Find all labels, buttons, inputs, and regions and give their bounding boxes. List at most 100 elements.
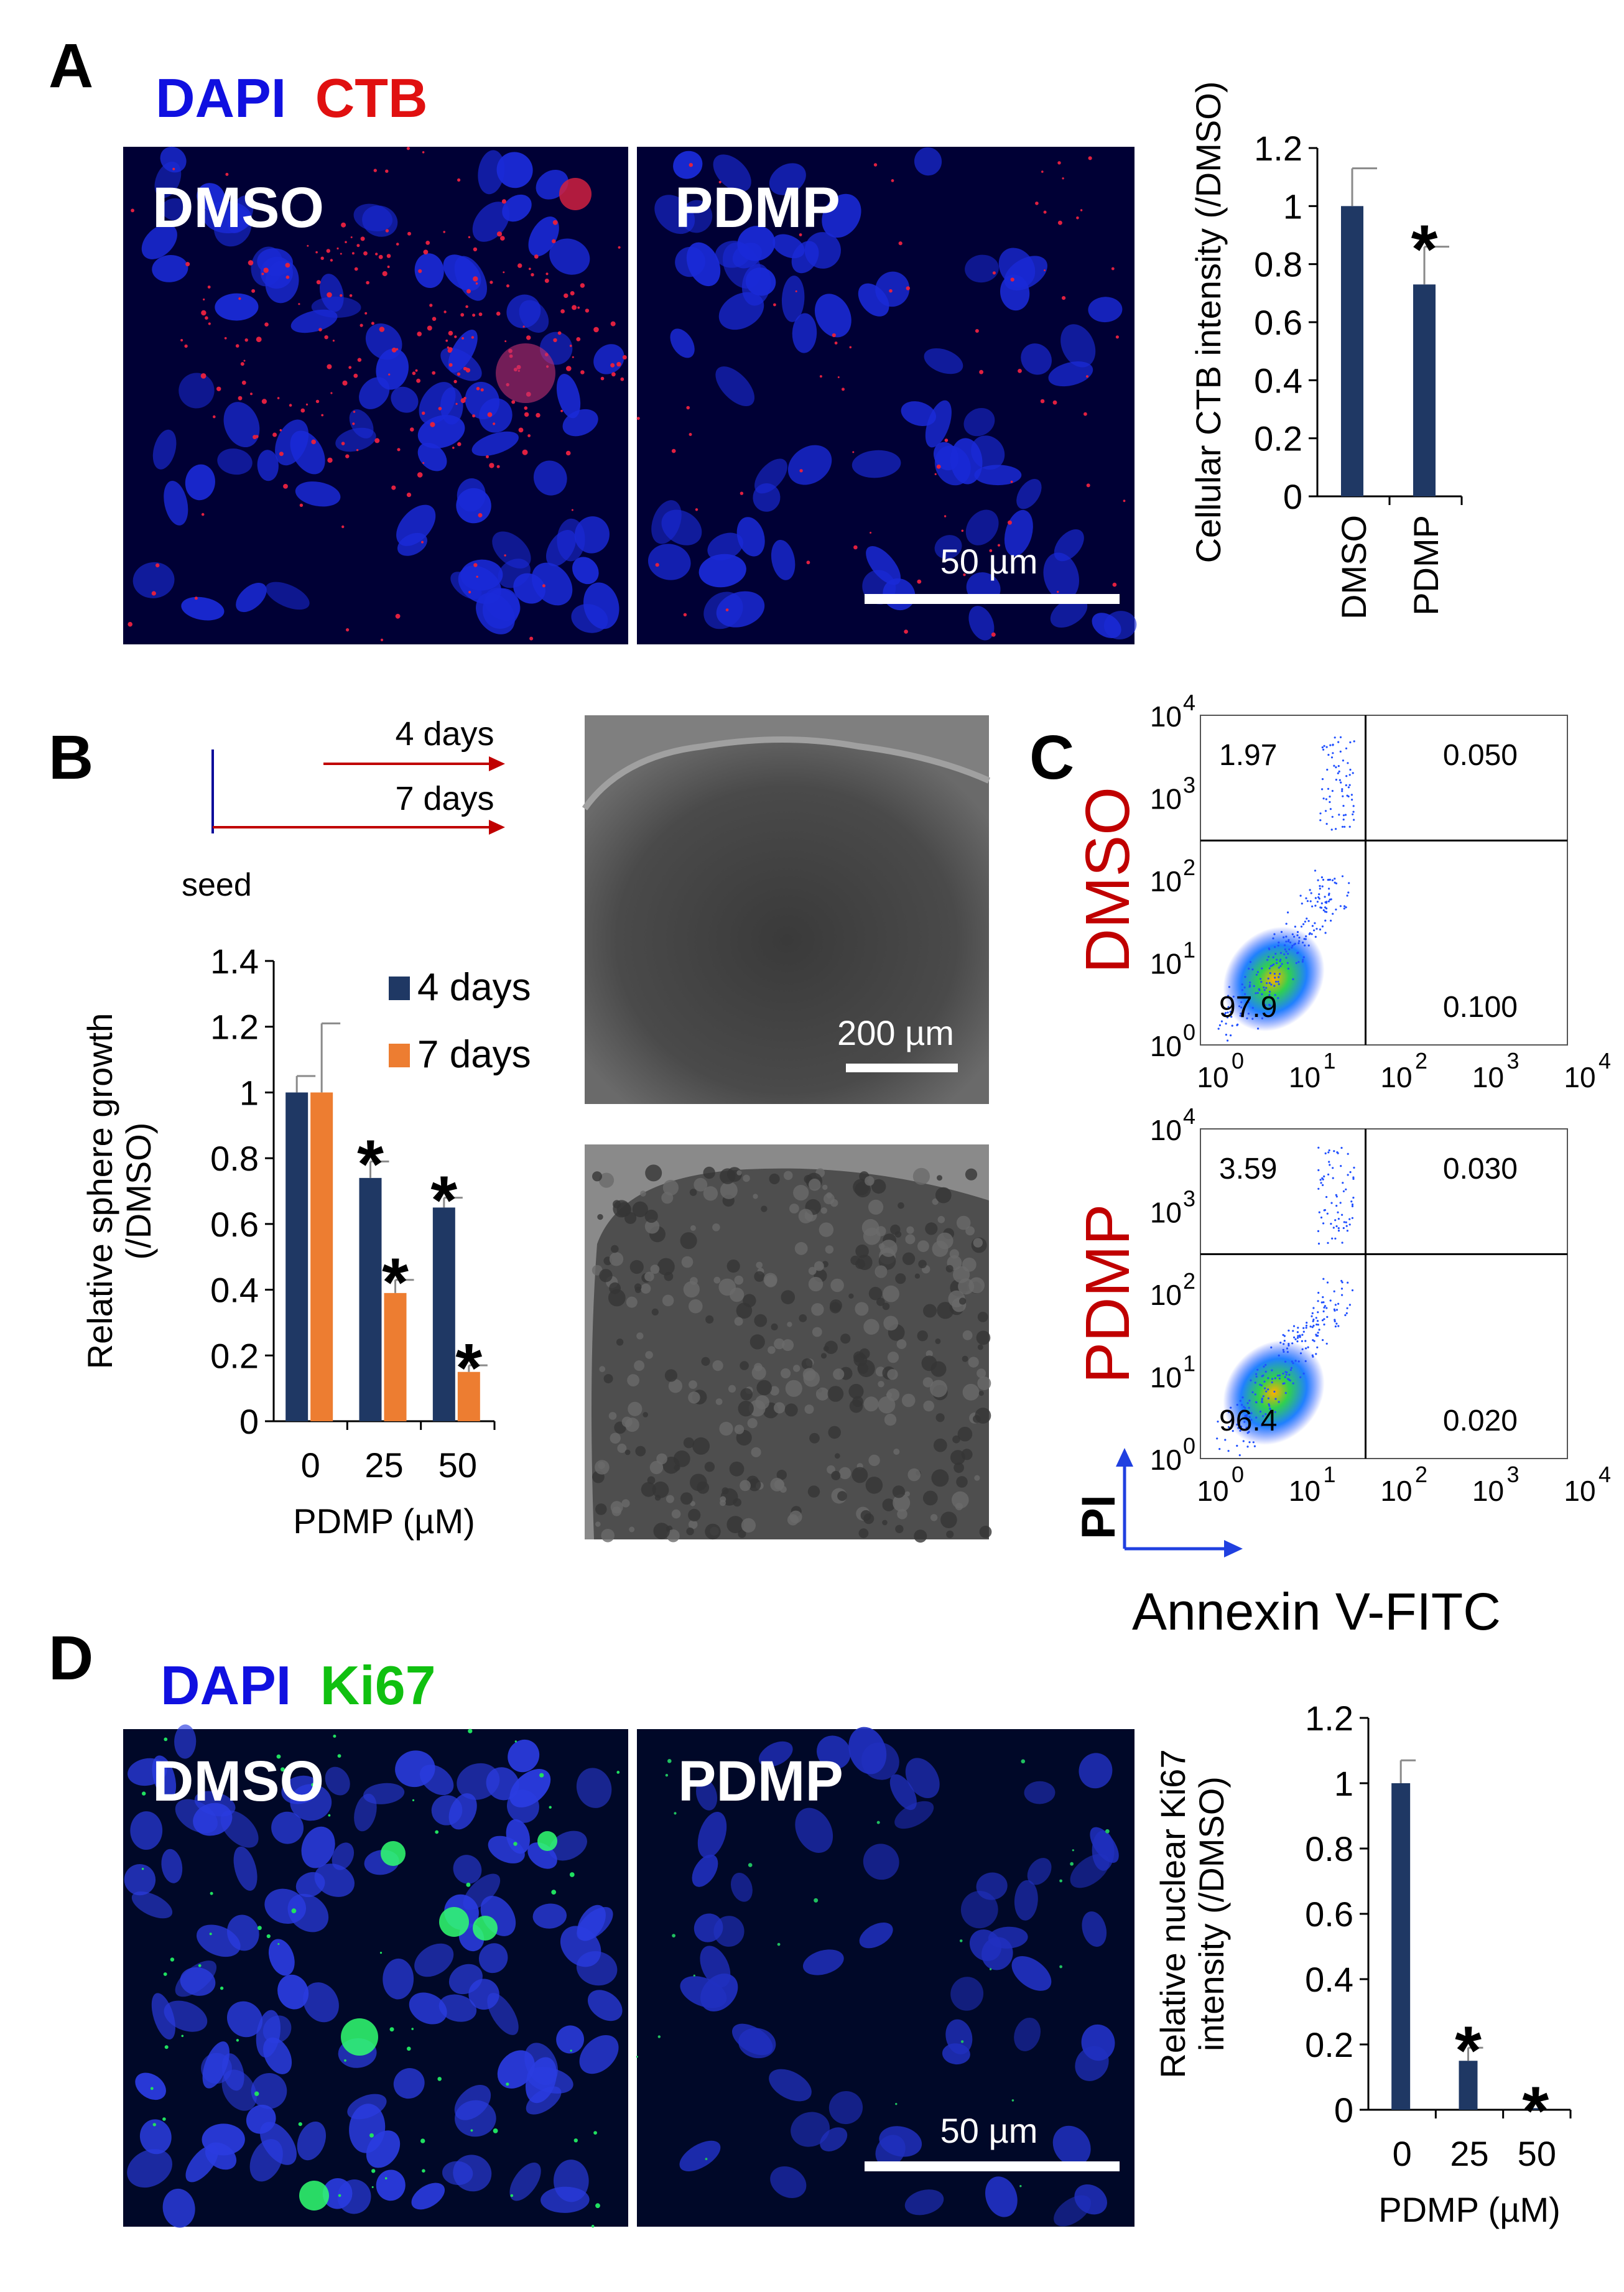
- nucleus: [226, 2001, 263, 2038]
- event-dot: [1315, 927, 1318, 930]
- event-dot: [1329, 808, 1332, 810]
- event-dot: [1283, 1382, 1286, 1385]
- ctb-dot: [889, 289, 893, 293]
- event-dot: [1292, 1325, 1296, 1327]
- event-dot: [1311, 1312, 1314, 1314]
- sphere-texture: [635, 1445, 646, 1457]
- ki67-dot: [164, 1737, 168, 1742]
- event-dot: [1325, 1307, 1328, 1309]
- y-log-tick: 10: [1150, 1197, 1182, 1229]
- ctb-dot: [422, 462, 425, 464]
- event-dot: [1301, 902, 1303, 905]
- nucleus: [716, 591, 765, 628]
- sphere-texture: [628, 1401, 643, 1416]
- sphere-texture: [776, 1470, 787, 1480]
- event-dot: [1327, 879, 1329, 881]
- ki67-dot: [1059, 1879, 1062, 1883]
- event-dot: [1262, 1415, 1264, 1417]
- nucleus: [397, 532, 428, 556]
- ki67-dot: [513, 1842, 517, 1846]
- ctb-dot: [1057, 220, 1062, 225]
- event-dot: [1312, 1307, 1315, 1309]
- event-dot: [1294, 926, 1296, 928]
- ctb-dot: [371, 322, 374, 325]
- event-dot: [1255, 1416, 1258, 1419]
- event-dot: [1283, 953, 1286, 955]
- sphere-texture: [769, 1386, 779, 1396]
- event-dot: [1269, 965, 1272, 967]
- y-tick-label: 0: [1283, 477, 1302, 516]
- event-dot: [1260, 978, 1262, 980]
- nucleus: [718, 292, 764, 330]
- sphere-texture: [926, 1350, 933, 1358]
- event-dot: [1339, 736, 1342, 738]
- sphere-texture: [945, 1264, 954, 1273]
- ctb-dot: [251, 289, 256, 293]
- event-dot: [1338, 814, 1340, 816]
- sphere-texture: [848, 1383, 864, 1399]
- event-dot: [1278, 967, 1280, 969]
- event-dot: [1288, 939, 1290, 941]
- sphere-texture: [662, 1179, 679, 1196]
- sphere-texture: [834, 1453, 840, 1459]
- nucleus: [889, 1774, 917, 1811]
- event-dot: [1298, 936, 1301, 939]
- event-dot: [1230, 1016, 1233, 1018]
- event-dot: [1327, 1241, 1329, 1244]
- event-dot: [1344, 814, 1347, 816]
- event-dot: [1264, 1004, 1266, 1006]
- nucleus: [769, 163, 806, 195]
- sphere-texture: [808, 1276, 824, 1292]
- event-dot: [1268, 981, 1271, 985]
- event-dot: [1320, 876, 1323, 879]
- ki67-dot: [693, 1974, 695, 1977]
- event-dot: [1300, 926, 1303, 928]
- nucleus: [1016, 479, 1042, 509]
- ctb-dot: [326, 249, 330, 253]
- sphere-texture: [798, 1209, 814, 1223]
- sphere-texture: [865, 1477, 883, 1494]
- scale-bar-label-b: 200 µm: [837, 1013, 954, 1052]
- ctb-dot: [566, 366, 572, 371]
- event-dot: [1334, 1237, 1337, 1240]
- nucleus: [828, 2090, 863, 2125]
- nucleus: [651, 500, 682, 544]
- nucleus: [574, 516, 610, 554]
- x-tick-label: PDMP: [1406, 515, 1445, 616]
- nucleus: [787, 445, 832, 485]
- event-dot: [1263, 1365, 1265, 1368]
- event-dot: [1283, 1335, 1286, 1337]
- event-dot: [1346, 1230, 1348, 1232]
- event-dot: [1318, 893, 1320, 896]
- sphere-texture: [741, 1518, 756, 1533]
- event-dot: [1302, 1372, 1305, 1375]
- event-dot: [1294, 1338, 1297, 1340]
- ki67-dot: [470, 2129, 473, 2132]
- event-dot: [1279, 965, 1282, 967]
- ctb-dot: [1076, 216, 1079, 220]
- ctb-dot: [300, 408, 305, 413]
- nucleus: [866, 545, 901, 585]
- ctb-dot: [261, 272, 264, 276]
- event-dot: [1309, 889, 1311, 891]
- event-dot: [1278, 1377, 1281, 1380]
- event-dot: [1314, 870, 1317, 872]
- ki67-dot: [298, 2122, 302, 2127]
- sphere-texture: [616, 1339, 624, 1346]
- ctb-dot: [447, 348, 452, 353]
- sphere-texture: [850, 1255, 860, 1265]
- ctb-dot: [324, 335, 328, 340]
- ki67-dot: [181, 2034, 184, 2038]
- event-dot: [1326, 1281, 1329, 1284]
- event-dot: [1316, 901, 1319, 903]
- ki67-dot: [814, 1898, 819, 1903]
- sphere-texture: [925, 1222, 938, 1235]
- ctb-dot: [740, 491, 744, 495]
- event-dot: [1337, 1218, 1340, 1220]
- event-dot: [1248, 985, 1251, 988]
- event-dot: [1245, 1418, 1248, 1421]
- sphere-texture: [962, 1330, 973, 1340]
- event-dot: [1238, 1005, 1241, 1008]
- event-dot: [1321, 778, 1324, 781]
